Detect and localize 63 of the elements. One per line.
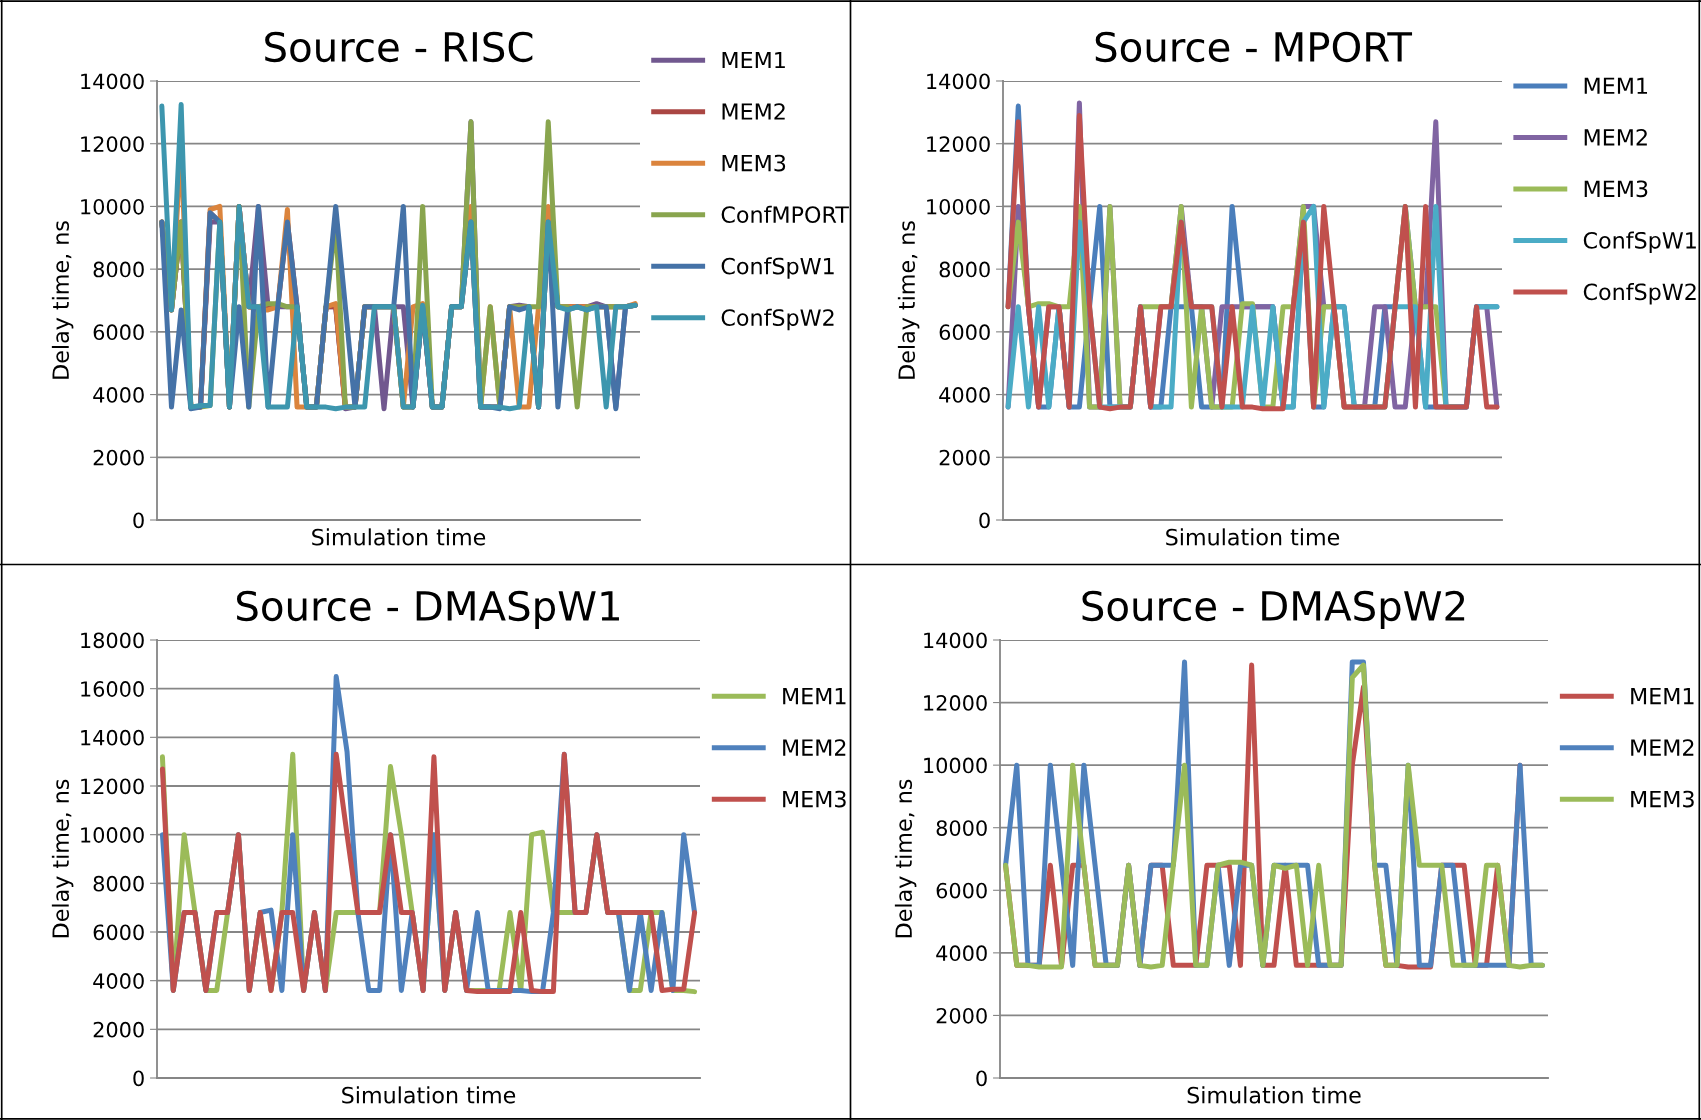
y-tick-label: 6000 bbox=[93, 324, 144, 341]
y-tick-label: 10000 bbox=[81, 827, 144, 843]
chart-title: Source - RISC bbox=[265, 31, 533, 63]
y-axis-title: Delay time, ns bbox=[51, 221, 74, 379]
legend-label: ConfMPORT bbox=[721, 205, 849, 223]
legend-label: MEM2 bbox=[783, 739, 846, 756]
y-tick-label: 4000 bbox=[93, 973, 144, 989]
y-tick-label: 14000 bbox=[81, 73, 144, 90]
y-tick-label: 0 bbox=[979, 512, 990, 529]
y-tick-label: 12000 bbox=[81, 778, 144, 795]
legend-label: MEM3 bbox=[783, 790, 846, 808]
y-tick-label: 4000 bbox=[936, 945, 987, 962]
y-tick-label: 4000 bbox=[939, 387, 990, 403]
legend-label: ConfSpW1 bbox=[721, 257, 834, 279]
y-tick-label: 6000 bbox=[93, 924, 144, 941]
y-tick-label: 8000 bbox=[93, 875, 144, 892]
y-tick-label: 2000 bbox=[936, 1007, 987, 1024]
legend-label: MEM1 bbox=[783, 687, 846, 705]
y-tick-label: 0 bbox=[133, 1070, 144, 1087]
legend-label: ConfSpW2 bbox=[721, 308, 834, 331]
y-axis-title: Delay time, ns bbox=[51, 779, 74, 938]
legend-label: MEM2 bbox=[1584, 128, 1647, 146]
y-tick-label: 2000 bbox=[939, 449, 990, 466]
y-tick-label: 0 bbox=[976, 1070, 987, 1087]
y-tick-label: 8000 bbox=[93, 261, 144, 278]
chart-title: Source - DMASpW1 bbox=[236, 590, 619, 629]
y-axis-title: Delay time, ns bbox=[894, 779, 917, 938]
y-tick-label: 4000 bbox=[93, 387, 144, 403]
y-tick-label: 10000 bbox=[924, 757, 987, 774]
y-tick-label: 2000 bbox=[93, 449, 144, 466]
legend-label: MEM1 bbox=[1584, 77, 1648, 94]
x-axis-title: Simulation time bbox=[342, 1086, 516, 1104]
y-tick-label: 16000 bbox=[81, 681, 144, 697]
legend-label: MEM3 bbox=[1584, 180, 1648, 198]
x-axis-title: Simulation time bbox=[312, 528, 486, 546]
legend-label: ConfSpW1 bbox=[1583, 231, 1696, 254]
y-tick-label: 12000 bbox=[927, 136, 990, 152]
chart-title: Source - MPORT bbox=[1095, 31, 1413, 63]
y-tick-label: 18000 bbox=[81, 632, 144, 649]
x-axis-title: Simulation time bbox=[1187, 1086, 1361, 1104]
legend-label: MEM2 bbox=[1631, 739, 1694, 756]
y-tick-label: 8000 bbox=[939, 261, 990, 278]
legend-label: MEM3 bbox=[1631, 790, 1694, 808]
y-tick-label: 8000 bbox=[936, 820, 987, 836]
legend-label: MEM2 bbox=[722, 103, 785, 120]
chart-title: Source - DMASpW2 bbox=[1082, 590, 1465, 629]
y-tick-label: 0 bbox=[133, 512, 144, 529]
y-tick-label: 14000 bbox=[927, 73, 990, 90]
y-tick-label: 14000 bbox=[924, 632, 987, 649]
legend-label: MEM3 bbox=[722, 154, 786, 172]
y-tick-label: 12000 bbox=[81, 136, 144, 152]
y-tick-label: 6000 bbox=[939, 324, 990, 341]
x-axis-title: Simulation time bbox=[1166, 528, 1340, 546]
legend-label: MEM1 bbox=[1631, 687, 1694, 705]
y-axis-title: Delay time, ns bbox=[897, 221, 920, 379]
y-tick-label: 10000 bbox=[927, 198, 990, 215]
y-tick-label: 12000 bbox=[924, 695, 987, 711]
y-tick-label: 2000 bbox=[93, 1021, 144, 1038]
y-tick-label: 14000 bbox=[81, 729, 144, 746]
legend-label: ConfSpW2 bbox=[1583, 283, 1696, 305]
y-tick-label: 10000 bbox=[81, 198, 144, 215]
y-tick-label: 6000 bbox=[936, 882, 987, 899]
legend-label: MEM1 bbox=[722, 51, 785, 69]
